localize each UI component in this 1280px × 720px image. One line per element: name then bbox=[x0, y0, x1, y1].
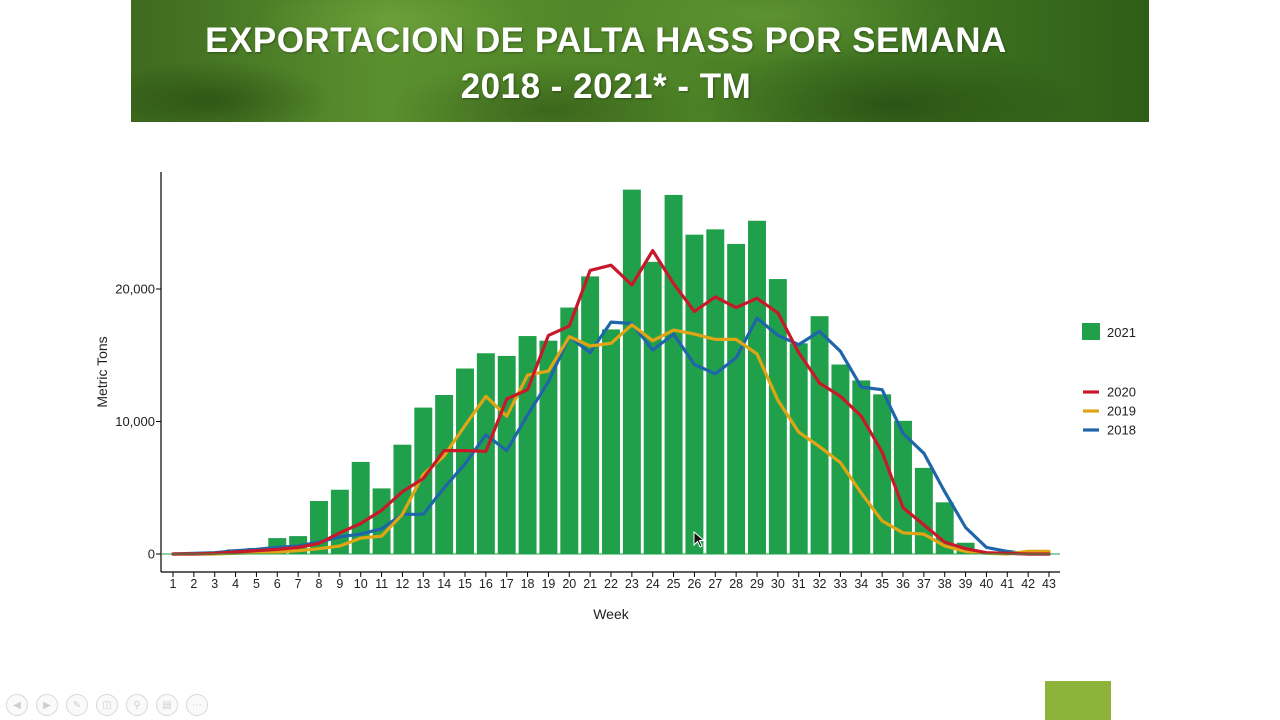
more-icon[interactable]: ⋯ bbox=[186, 694, 208, 716]
x-tick-label: 4 bbox=[232, 577, 239, 591]
legend-label-2020: 2020 bbox=[1107, 385, 1136, 400]
legend-label-2021: 2021 bbox=[1107, 325, 1136, 340]
bar-2021-week-18 bbox=[518, 336, 537, 554]
x-tick-label: 40 bbox=[979, 577, 993, 591]
prev-icon[interactable]: ◀ bbox=[6, 694, 28, 716]
legend-swatch-2021 bbox=[1082, 323, 1100, 340]
x-tick-label: 15 bbox=[458, 577, 472, 591]
x-tick-label: 24 bbox=[646, 577, 660, 591]
x-tick-label: 35 bbox=[875, 577, 889, 591]
bar-2021-week-29 bbox=[748, 220, 766, 554]
x-tick-label: 12 bbox=[395, 577, 409, 591]
y-axis-label: Metric Tons bbox=[94, 336, 110, 407]
bar-2021-week-31 bbox=[789, 343, 808, 554]
line-series-2019 bbox=[171, 323, 1051, 556]
x-tick-label: 37 bbox=[917, 577, 931, 591]
slide-title-line1: EXPORTACION DE PALTA HASS POR SEMANA bbox=[205, 21, 1007, 60]
y-tick-label: 20,000 bbox=[115, 282, 155, 297]
x-tick-label: 36 bbox=[896, 577, 910, 591]
bar-2021-week-10 bbox=[351, 461, 370, 554]
bar-2021-week-27 bbox=[706, 229, 725, 554]
line-series-2020 bbox=[171, 249, 1051, 556]
bar-2021-week-14 bbox=[435, 395, 454, 554]
bar-2021-week-32 bbox=[810, 316, 829, 554]
bar-2021-week-38 bbox=[935, 502, 954, 554]
x-tick-label: 10 bbox=[354, 577, 368, 591]
x-tick-label: 21 bbox=[583, 577, 597, 591]
legend-label-2018: 2018 bbox=[1107, 423, 1136, 438]
bar-2021-week-17 bbox=[497, 355, 516, 554]
subtitles-icon[interactable]: ▤ bbox=[156, 694, 178, 716]
x-tick-label: 18 bbox=[521, 577, 535, 591]
slide-title-line2: 2018 - 2021* - TM bbox=[460, 67, 752, 106]
x-tick-label: 19 bbox=[541, 577, 555, 591]
mouse-cursor-icon bbox=[693, 531, 706, 548]
x-tick-label: 31 bbox=[792, 577, 806, 591]
bar-2021-week-36 bbox=[894, 420, 912, 554]
bar-2021-week-21 bbox=[581, 276, 600, 554]
header-banner: EXPORTACION DE PALTA HASS POR SEMANA 201… bbox=[131, 0, 1149, 122]
bar-2021-week-26 bbox=[685, 234, 704, 555]
x-tick-label: 8 bbox=[316, 577, 323, 591]
zoom-icon[interactable]: ⚲ bbox=[126, 694, 148, 716]
bar-2021-week-30 bbox=[768, 279, 787, 554]
x-tick-label: 1 bbox=[170, 577, 177, 591]
x-tick-label: 9 bbox=[336, 577, 343, 591]
x-tick-label: 34 bbox=[854, 577, 868, 591]
slides-icon[interactable]: ◫ bbox=[96, 694, 118, 716]
bar-2021-week-34 bbox=[852, 380, 871, 554]
x-tick-label: 41 bbox=[1000, 577, 1014, 591]
x-tick-label: 20 bbox=[562, 577, 576, 591]
bar-2021-week-24 bbox=[643, 261, 662, 554]
x-tick-label: 26 bbox=[687, 577, 701, 591]
presentation-toolbar: ◀ ▶ ✎ ◫ ⚲ ▤ ⋯ bbox=[6, 694, 208, 716]
pen-icon[interactable]: ✎ bbox=[66, 694, 88, 716]
x-tick-label: 3 bbox=[211, 577, 218, 591]
x-tick-label: 13 bbox=[416, 577, 430, 591]
x-tick-label: 27 bbox=[708, 577, 722, 591]
bar-2021-week-23 bbox=[622, 189, 641, 554]
y-tick-label: 10,000 bbox=[115, 414, 155, 429]
x-tick-label: 39 bbox=[959, 577, 973, 591]
x-tick-label: 14 bbox=[437, 577, 451, 591]
x-tick-label: 28 bbox=[729, 577, 743, 591]
bar-2021-week-19 bbox=[539, 340, 558, 554]
x-tick-label: 29 bbox=[750, 577, 764, 591]
x-tick-label: 32 bbox=[813, 577, 827, 591]
next-icon[interactable]: ▶ bbox=[36, 694, 58, 716]
x-axis-label: Week bbox=[593, 606, 630, 622]
x-tick-label: 2 bbox=[190, 577, 197, 591]
bar-2021-week-13 bbox=[414, 407, 433, 554]
x-tick-label: 30 bbox=[771, 577, 785, 591]
banner-background-image bbox=[131, 0, 1149, 122]
y-tick-label: 0 bbox=[148, 547, 155, 562]
x-tick-label: 22 bbox=[604, 577, 618, 591]
bar-2021-week-22 bbox=[602, 329, 620, 554]
x-tick-label: 25 bbox=[667, 577, 681, 591]
accent-block bbox=[1045, 681, 1111, 720]
bar-2021-week-33 bbox=[831, 364, 850, 554]
bar-2021-week-35 bbox=[873, 394, 892, 554]
bar-2021-week-37 bbox=[914, 467, 933, 554]
slide-title: EXPORTACION DE PALTA HASS POR SEMANA 201… bbox=[131, 18, 1081, 110]
bar-2021-week-25 bbox=[664, 194, 683, 555]
x-tick-label: 38 bbox=[938, 577, 952, 591]
bar-2021-week-12 bbox=[393, 444, 412, 554]
x-tick-label: 23 bbox=[625, 577, 639, 591]
bar-2021-week-16 bbox=[476, 353, 495, 554]
legend-label-2019: 2019 bbox=[1107, 404, 1136, 419]
x-tick-label: 43 bbox=[1042, 577, 1056, 591]
x-tick-label: 5 bbox=[253, 577, 260, 591]
x-tick-label: 17 bbox=[500, 577, 514, 591]
x-tick-label: 7 bbox=[295, 577, 302, 591]
x-tick-label: 42 bbox=[1021, 577, 1035, 591]
x-tick-label: 33 bbox=[833, 577, 847, 591]
bar-2021-week-11 bbox=[372, 488, 391, 554]
x-tick-label: 16 bbox=[479, 577, 493, 591]
x-tick-label: 11 bbox=[375, 577, 388, 591]
bar-2021-week-20 bbox=[560, 307, 579, 554]
bar-2021-week-28 bbox=[727, 243, 746, 554]
x-tick-label: 6 bbox=[274, 577, 281, 591]
